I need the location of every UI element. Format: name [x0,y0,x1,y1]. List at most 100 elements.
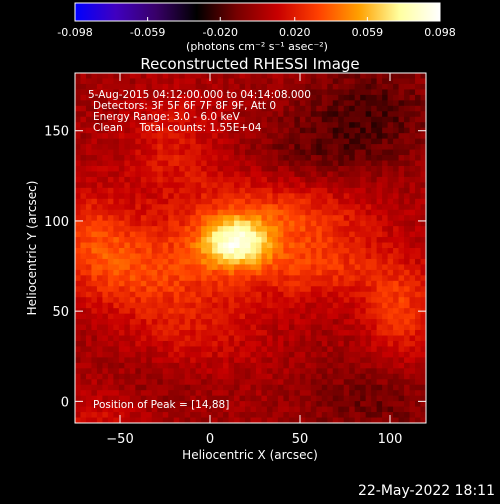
heatmap-cell [113,390,120,397]
heatmap-cell [299,144,306,151]
heatmap-cell [261,193,268,200]
heatmap-cell [234,253,241,260]
heatmap-cell [250,390,257,397]
heatmap-cell [338,133,345,140]
heatmap-cell [294,193,301,200]
heatmap-cell [206,248,213,255]
heatmap-cell [299,390,306,397]
heatmap-cell [135,73,142,80]
heatmap-cell [338,308,345,315]
heatmap-cell [321,406,328,413]
heatmap-cell [305,144,312,151]
heatmap-cell [85,280,93,287]
heatmap-cell [75,237,82,244]
heatmap-cell [129,198,136,205]
heatmap-cell [146,390,153,397]
heatmap-cell [393,313,400,320]
heatmap-cell [118,379,125,386]
heatmap-cell [201,264,208,271]
heatmap-cell [327,286,334,293]
heatmap-cell [316,280,323,287]
heatmap-cell [124,302,131,309]
heatmap-cell [129,144,136,151]
heatmap-cell [387,78,394,85]
heatmap-cell [305,100,312,107]
heatmap-cell [250,111,257,118]
heatmap-cell [310,379,317,386]
heatmap-cell [360,220,367,227]
heatmap-cell [157,73,164,80]
heatmap-cell [157,111,164,118]
heatmap-cell [349,242,356,249]
heatmap-cell [102,100,109,107]
heatmap-cell [354,248,361,255]
heatmap-cell [239,133,246,140]
heatmap-cell [102,204,109,211]
heatmap-cell [261,286,268,293]
heatmap-cell [376,100,383,107]
heatmap-cell [404,209,411,216]
heatmap-cell [288,264,295,271]
heatmap-cell [354,286,361,293]
heatmap-cell [310,204,317,211]
heatmap-cell [349,330,356,337]
heatmap-cell [118,417,125,423]
heatmap-cell [96,357,104,364]
heatmap-cell [234,105,241,112]
heatmap-cell [321,89,328,96]
heatmap-cell [162,280,169,287]
heatmap-cell [157,297,164,304]
heatmap-cell [113,242,120,249]
heatmap-cell [365,144,372,151]
heatmap-cell [157,198,164,205]
heatmap-cell [272,248,279,255]
heatmap-cell [201,308,208,315]
heatmap-cell [157,237,164,244]
heatmap-cell [113,165,120,173]
heatmap-cell [365,160,372,167]
annotation-clean-counts: Clean Total counts: 1.55E+04 [93,122,262,134]
heatmap-cell [179,357,186,364]
heatmap-cell [266,226,274,233]
heatmap-cell [135,291,142,298]
heatmap-cell [404,133,411,140]
heatmap-cell [179,324,186,331]
heatmap-cell [365,215,372,222]
heatmap-cell [124,330,131,337]
heatmap-cell [338,368,345,375]
heatmap-cell [294,346,301,353]
heatmap-cell [316,319,323,326]
heatmap-cell [212,269,219,276]
heatmap-cell [223,362,230,369]
heatmap-cell [85,340,93,348]
heatmap-cell [157,362,164,369]
heatmap-cell [206,182,213,189]
heatmap-cell [228,412,235,419]
heatmap-cell [173,155,180,162]
heatmap-cell [135,368,142,375]
heatmap-cell [305,368,312,375]
heatmap-cell [316,248,323,255]
heatmap-cell [398,379,405,386]
heatmap-cell [382,144,389,151]
heatmap-cell [409,340,416,348]
heatmap-cell [157,275,164,282]
heatmap-cell [223,155,230,162]
x-tick-label: 0 [206,432,214,447]
heatmap-cell [206,78,213,85]
heatmap-cell [365,105,372,112]
heatmap-cell [140,330,147,337]
heatmap-cell [338,242,345,249]
heatmap-cell [277,330,284,337]
heatmap-cell [201,89,208,96]
heatmap-cell [107,122,114,129]
heatmap-cell [305,264,312,271]
heatmap-cell [266,253,274,260]
heatmap-cell [151,368,158,375]
heatmap-cell [332,269,339,276]
heatmap-cell [168,155,175,162]
heatmap-cell [113,319,120,326]
heatmap-cell [228,83,235,91]
heatmap-cell [321,401,328,408]
heatmap-cell [91,73,98,80]
